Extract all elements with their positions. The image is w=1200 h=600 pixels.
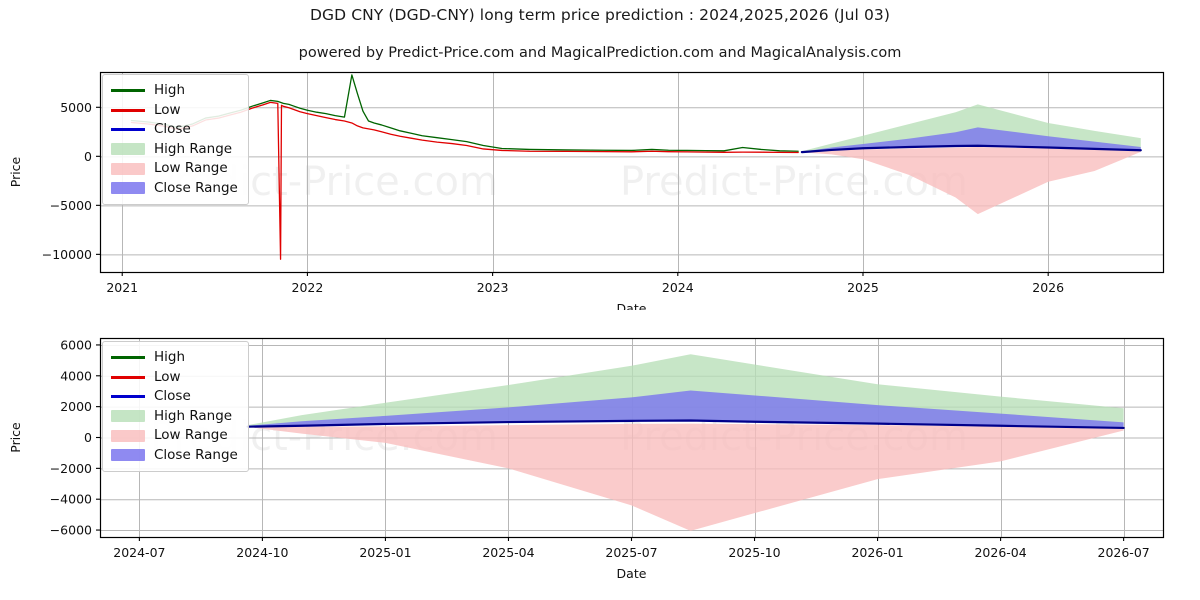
- y-axis-label: Price: [8, 156, 23, 187]
- y-axis-label: Price: [8, 422, 23, 453]
- legend-item[interactable]: High: [111, 81, 238, 101]
- y-tick-label: 2000: [60, 399, 92, 414]
- y-tick-label: −2000: [50, 461, 92, 476]
- legend-item[interactable]: Low: [111, 101, 238, 121]
- legend-item[interactable]: High Range: [111, 407, 238, 427]
- x-tick-label: 2023: [477, 280, 509, 295]
- plot-frame: [99, 71, 1165, 274]
- legend-line-swatch: [111, 128, 145, 132]
- x-axis-label: Date: [617, 301, 647, 310]
- y-tick-label: 0: [84, 149, 92, 164]
- x-tick-label: 2026-07: [1098, 545, 1150, 560]
- legend-line-swatch: [111, 395, 145, 399]
- series-lines: [246, 419, 1125, 430]
- x-tick-label: 2026-01: [851, 545, 903, 560]
- legend-label: High: [154, 349, 186, 365]
- legend-item[interactable]: Close: [111, 120, 238, 140]
- axis-ticks: 6000 4000 2000 0 −2000 −4000 −6000 2024-07 2024-…: [50, 337, 1150, 560]
- legend-line-swatch: [111, 375, 145, 379]
- legend-item[interactable]: Low Range: [111, 426, 238, 446]
- legend-line-swatch: [111, 356, 145, 360]
- band-low-range: [247, 423, 1124, 531]
- legend-label: High: [154, 82, 186, 98]
- legend-label: Close: [154, 388, 191, 404]
- overview-chart: Predict-Price.com Predict-Price.com 5000 0 −…: [0, 60, 1200, 310]
- forecast-detail-chart: Predict-Price.comPredict-Price.com600040…: [0, 325, 1200, 600]
- x-tick-label: 2025-10: [728, 545, 780, 560]
- x-tick-label: 2022: [292, 280, 324, 295]
- y-tick-label: −6000: [50, 523, 92, 538]
- legend-item[interactable]: Close Range: [111, 179, 238, 199]
- legend-item[interactable]: Low Range: [111, 159, 238, 179]
- legend-label: Close Range: [154, 446, 238, 463]
- legend-patch-swatch: [111, 429, 145, 442]
- legend-item[interactable]: Close: [111, 387, 238, 407]
- chart-legend: High Low Close High Range Low Range Close Ran…: [102, 74, 249, 205]
- x-tick-label: 2024-07: [113, 545, 165, 560]
- x-tick-label: 2025-04: [482, 545, 534, 560]
- range-bands: [801, 104, 1141, 215]
- axis-ticks: 5000 0 −5000 −10000 2021 2022 2023 2024 2025 2026: [42, 100, 1064, 295]
- band-close-range: [801, 127, 1141, 153]
- legend-patch-swatch: [111, 143, 145, 156]
- legend-item[interactable]: High: [111, 348, 238, 368]
- band-close-range: [247, 390, 1124, 428]
- legend-item[interactable]: Low: [111, 368, 238, 388]
- band-low-range: [801, 147, 1141, 215]
- y-tick-label: −10000: [42, 247, 92, 262]
- y-tick-label: 5000: [60, 100, 92, 115]
- page-subtitle: powered by Predict-Price.com and Magical…: [298, 45, 902, 61]
- y-tick-label: −5000: [50, 198, 92, 213]
- x-tick-label: 2021: [106, 280, 138, 295]
- x-axis-label: Date: [617, 566, 647, 581]
- x-tick-label: 2024: [662, 280, 694, 295]
- legend-patch-swatch: [111, 182, 145, 195]
- series-close: [800, 144, 1142, 154]
- x-tick-label: 2024-10: [236, 545, 288, 560]
- y-tick-label: 6000: [60, 337, 92, 352]
- legend-line-swatch: [111, 89, 145, 93]
- legend-label: Low Range: [154, 427, 228, 443]
- x-tick-label: 2025: [847, 280, 879, 295]
- chart-legend: High Low Close High Range Low Range Close Ran…: [102, 341, 249, 472]
- y-tick-label: 4000: [60, 368, 92, 383]
- legend-label: High Range: [154, 407, 233, 424]
- legend-patch-swatch: [111, 162, 145, 175]
- forecast-detail-svg: Predict-Price.comPredict-Price.com600040…: [8, 337, 1165, 581]
- y-tick-label: −4000: [50, 492, 92, 507]
- legend-item[interactable]: High Range: [111, 140, 238, 160]
- legend-line-swatch: [111, 108, 145, 112]
- overview-svg: Predict-Price.com Predict-Price.com 5000 0 −…: [8, 71, 1165, 310]
- legend-label: Close: [154, 121, 191, 137]
- legend-patch-swatch: [111, 449, 145, 462]
- legend-label: Low Range: [154, 160, 228, 176]
- x-tick-label: 2025-07: [605, 545, 657, 560]
- legend-item[interactable]: Close Range: [111, 446, 238, 466]
- series-close: [246, 419, 1125, 430]
- legend-patch-swatch: [111, 410, 145, 423]
- legend-label: Low: [154, 101, 181, 118]
- x-tick-label: 2025-01: [359, 545, 411, 560]
- x-tick-label: 2026: [1032, 280, 1064, 295]
- range-bands: [247, 354, 1124, 531]
- legend-label: Low: [154, 368, 181, 385]
- y-tick-label: 0: [84, 430, 92, 445]
- x-tick-label: 2026-04: [974, 545, 1026, 560]
- legend-label: High Range: [154, 140, 233, 157]
- page-title: DGD CNY (DGD-CNY) long term price predic…: [309, 6, 891, 24]
- legend-label: Close Range: [154, 179, 238, 196]
